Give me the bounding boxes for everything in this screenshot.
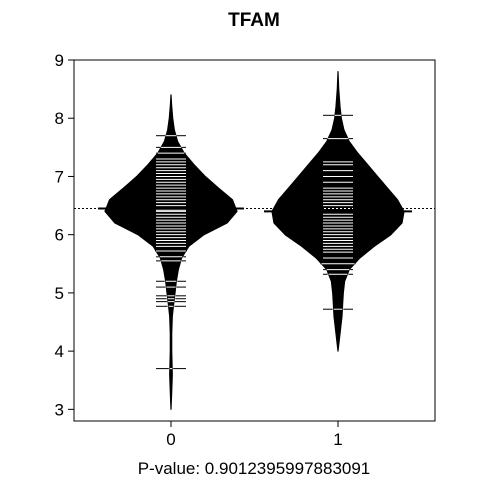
bean-density-0 (104, 94, 238, 410)
y-tick-label: 9 (55, 51, 64, 70)
y-tick-label: 5 (55, 284, 64, 303)
y-tick-label: 7 (55, 167, 64, 186)
y-tick-label: 8 (55, 109, 64, 128)
x-tick-label: 0 (166, 430, 175, 449)
plot-frame (73, 59, 436, 422)
y-axis: 3 4 5 6 7 8 9 (55, 51, 74, 419)
bean-0 (98, 94, 244, 410)
y-tick-label: 3 (55, 400, 64, 419)
bean-1 (264, 70, 412, 352)
y-tick-label: 4 (55, 342, 64, 361)
x-axis-label: P-value: 0.9012395997883091 (138, 459, 371, 478)
x-tick-label: 1 (333, 430, 342, 449)
beans-layer (98, 70, 412, 410)
y-tick-label: 6 (55, 226, 64, 245)
chart-title: TFAM (228, 10, 280, 31)
